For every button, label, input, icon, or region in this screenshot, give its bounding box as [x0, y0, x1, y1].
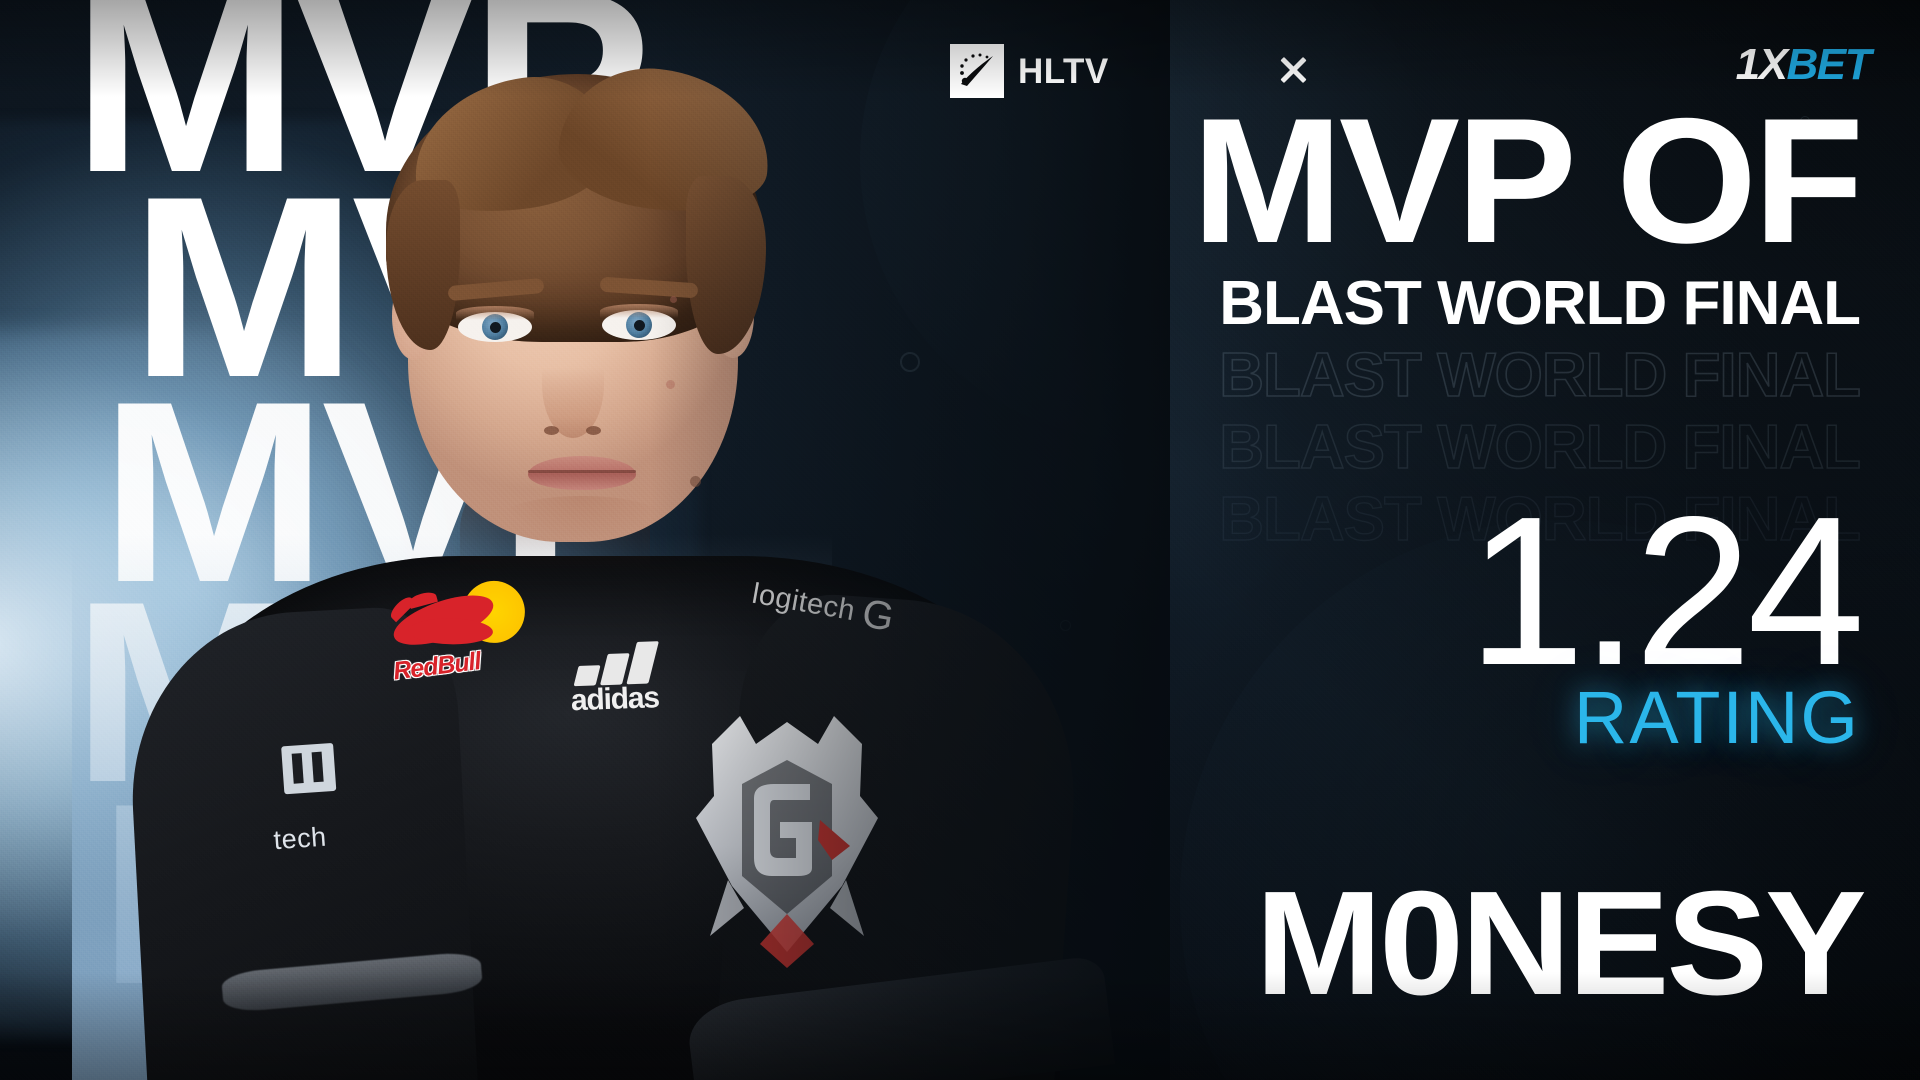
adidas-wordmark: adidas [570, 681, 660, 718]
headline-ghost-repeat: BLAST WORLD FINAL [1218, 341, 1861, 411]
g2-esports-crest-icon [696, 716, 878, 968]
rating-value: 1.24 [1467, 472, 1865, 709]
headline-subtitle: BLAST WORLD FINAL [1219, 269, 1861, 339]
sponsor-1xbet-logo[interactable]: 1XBET [1735, 40, 1872, 89]
headline-block: MVP OF BLAST WORLD FINAL BLAST WORLD FIN… [860, 91, 1864, 555]
hltv-logo[interactable]: HLTV [950, 44, 1109, 98]
player-pupil [633, 319, 645, 331]
redbull-wordmark: RedBull [391, 647, 482, 686]
brand-bar: HLTV 1XBET [950, 40, 1872, 98]
player-lip-line [528, 470, 636, 473]
headline-ghost-repeat: BLAST WORLD FINAL [1219, 485, 1862, 555]
player-nose [542, 330, 604, 438]
adidas-stripe-icon [626, 641, 659, 685]
rating-block: 1.24 RATING [960, 472, 1865, 759]
sponsor-suffix: BET [1786, 40, 1872, 89]
headline-ghost-repeat: BLAST WORLD FINAL [1218, 413, 1861, 483]
x-cross-icon [1280, 56, 1308, 84]
headline-main: MVP OF [1191, 81, 1864, 280]
player-nickname: M0NESY [1255, 860, 1867, 1026]
monitor-sponsor-wordmark: tech [272, 821, 328, 856]
player-nostril-right [586, 426, 601, 435]
player-nostril-left [544, 426, 559, 435]
rating-label: RATING [1573, 675, 1860, 759]
player-eyelid-left [456, 306, 534, 320]
player-pupil [489, 321, 501, 333]
player-lips [528, 456, 636, 490]
hltv-wordmark: HLTV [1018, 51, 1109, 91]
sponsor-prefix: 1X [1735, 40, 1788, 89]
redbull-logo: RedBull [382, 577, 529, 699]
hltv-mark [950, 44, 1004, 98]
player-chin-shading [500, 496, 664, 540]
monitor-sponsor-icon [281, 742, 337, 795]
adidas-stripe-icon [599, 653, 630, 686]
decorative-ring-tiny-icon [1800, 116, 1810, 126]
hltv-swoosh-icon [960, 53, 993, 86]
